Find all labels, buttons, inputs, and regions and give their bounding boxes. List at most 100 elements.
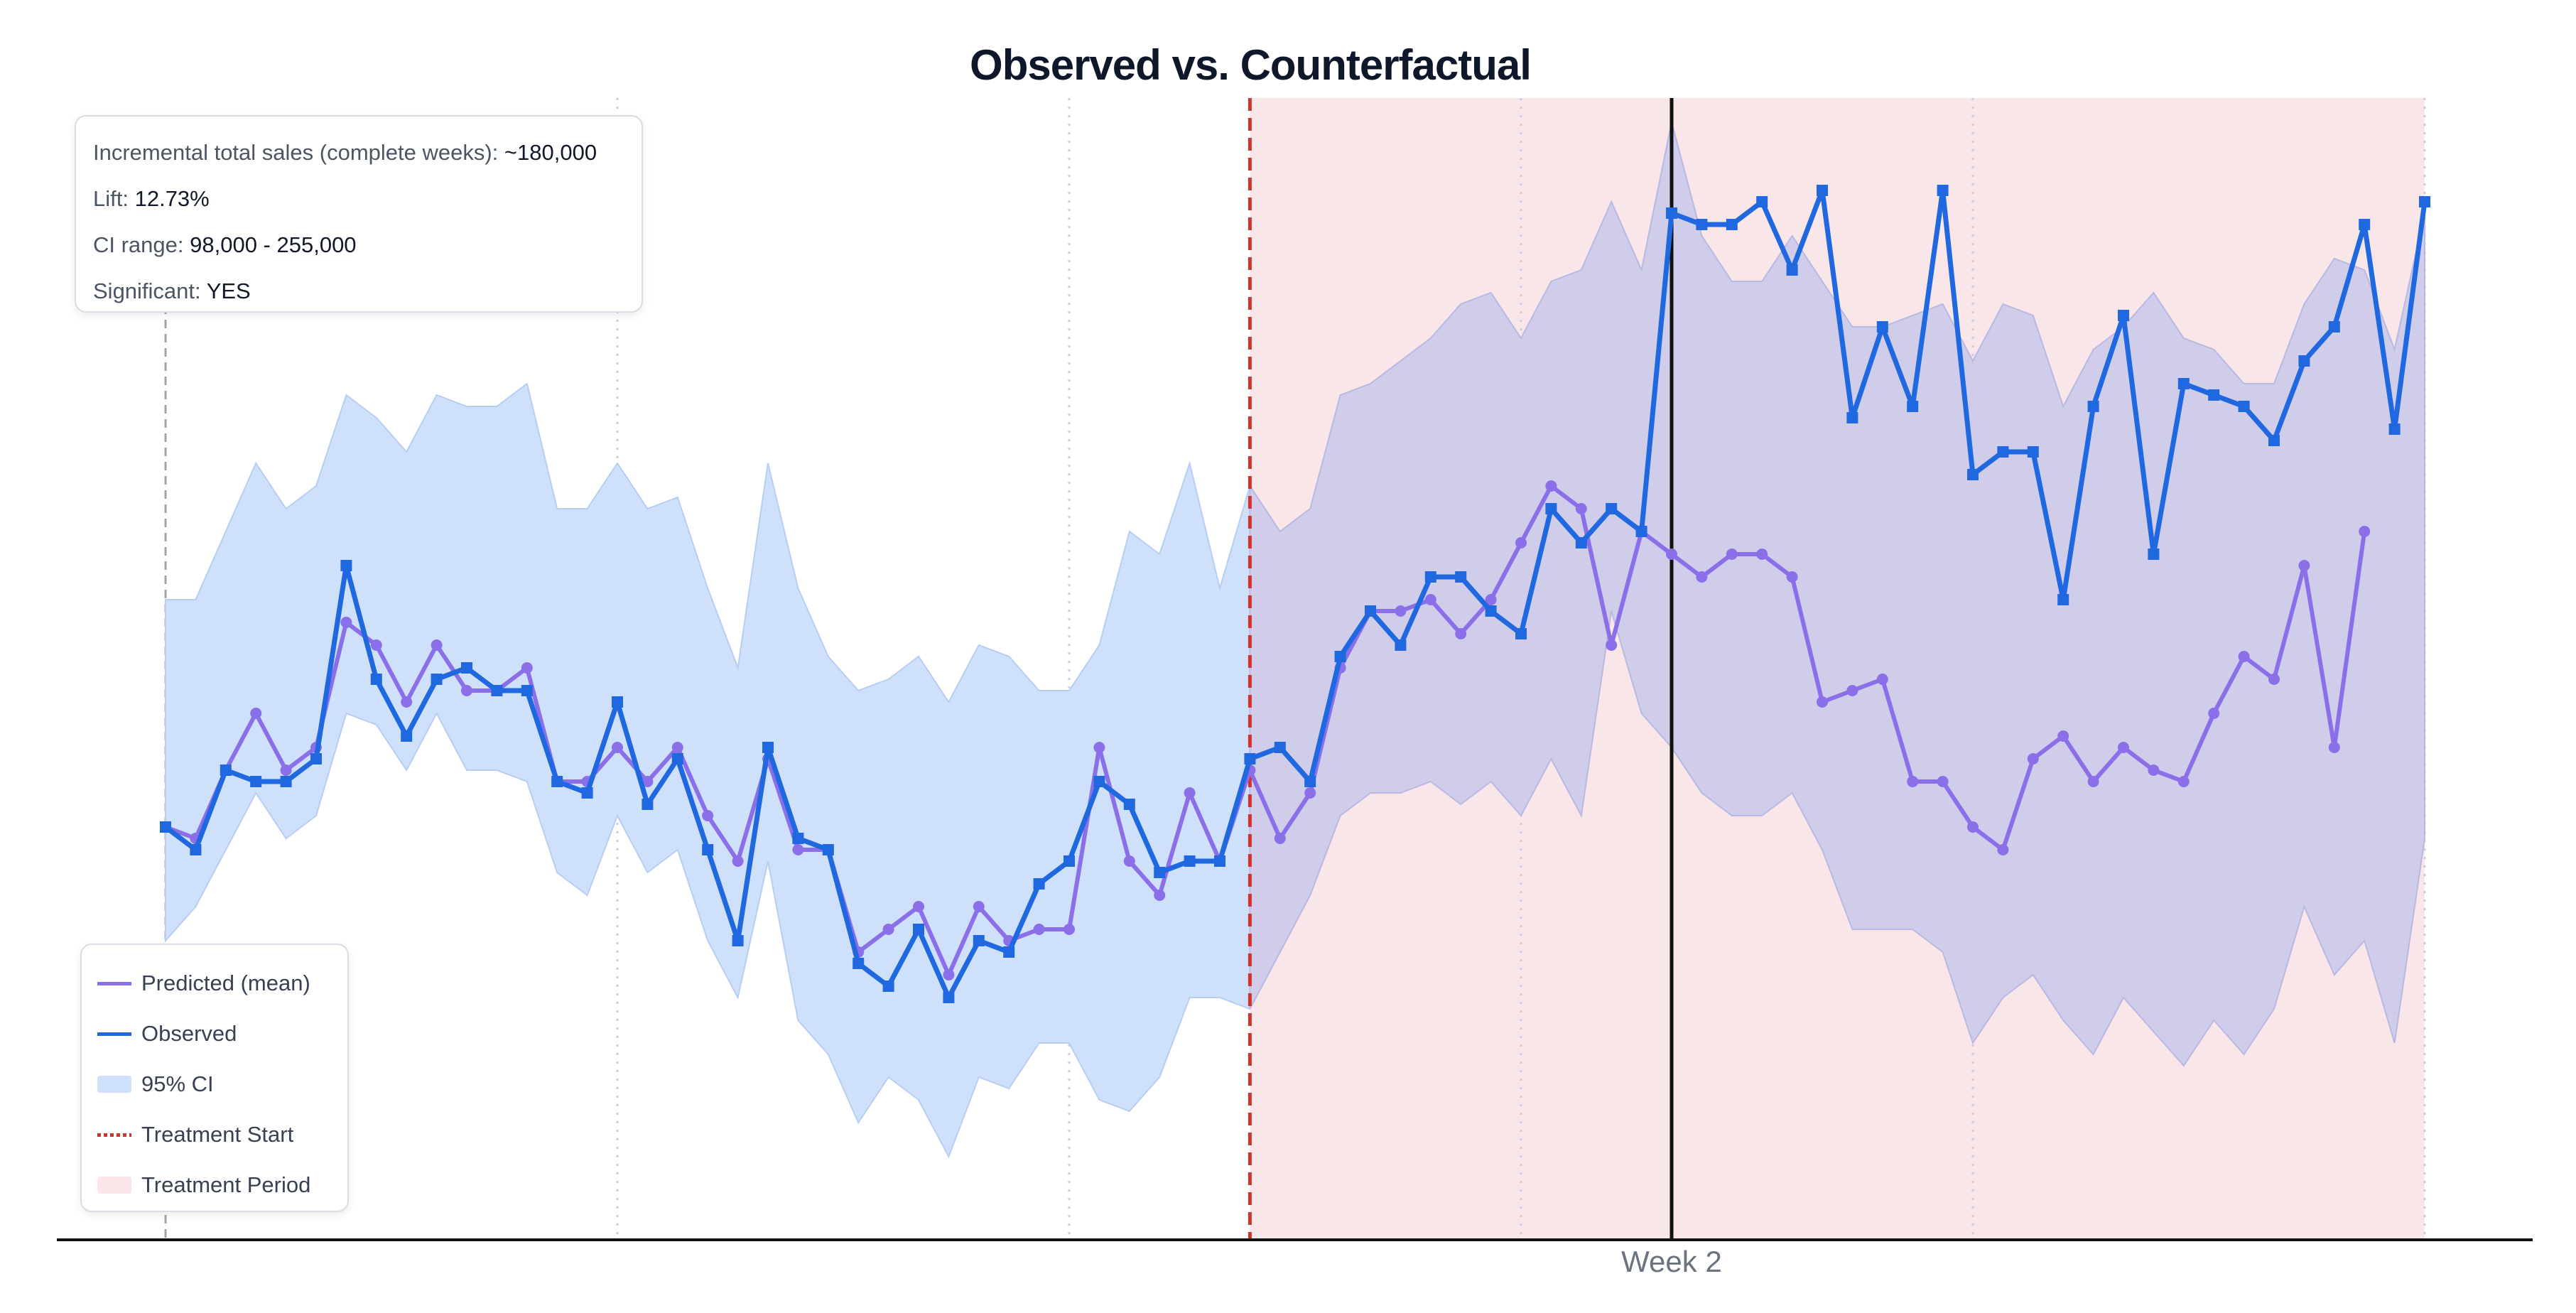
- summary-label: Significant:: [93, 279, 207, 303]
- legend-swatch-treatment-period: [97, 1176, 131, 1194]
- predicted-point: [1395, 605, 1407, 617]
- observed-point: [612, 696, 623, 708]
- predicted-point: [1786, 571, 1798, 583]
- observed-point: [1274, 742, 1286, 753]
- legend-item-observed: Observed: [97, 1008, 332, 1059]
- observed-point: [190, 844, 202, 855]
- observed-point: [792, 833, 804, 844]
- observed-point: [1726, 219, 1738, 230]
- observed-point: [2027, 446, 2039, 458]
- observed-point: [1997, 446, 2009, 458]
- predicted-point: [2118, 742, 2129, 753]
- observed-point: [370, 674, 382, 685]
- predicted-point: [1545, 480, 1557, 492]
- predicted-point: [1123, 855, 1135, 867]
- observed-point: [671, 753, 683, 764]
- observed-point: [521, 685, 533, 696]
- predicted-point: [1184, 787, 1196, 799]
- observed-point: [1545, 503, 1557, 514]
- observed-point: [1575, 537, 1587, 549]
- summary-ci-range: CI range: 98,000 - 255,000: [93, 222, 624, 268]
- observed-point: [310, 753, 322, 764]
- observed-point: [2328, 321, 2340, 333]
- observed-point: [1033, 878, 1045, 890]
- observed-point: [491, 685, 503, 696]
- predicted-point: [1876, 674, 1888, 685]
- observed-point: [1424, 571, 1436, 583]
- predicted-series-points: [160, 480, 2371, 980]
- x-axis-ticks: Week 2: [1621, 1245, 1722, 1278]
- observed-point: [762, 742, 774, 753]
- chart-title: Observed vs. Counterfactual: [970, 41, 1531, 89]
- observed-point: [1937, 185, 1949, 196]
- observed-point: [822, 844, 834, 855]
- observed-point: [1184, 855, 1196, 867]
- observed-point: [1606, 503, 1618, 514]
- observed-point: [220, 764, 232, 776]
- predicted-point: [431, 639, 443, 651]
- observed-point: [581, 787, 593, 799]
- predicted-point: [2298, 560, 2310, 571]
- observed-point: [1214, 855, 1225, 867]
- observed-point: [1786, 264, 1798, 276]
- legend-swatch-observed: [97, 1025, 131, 1042]
- observed-point: [1876, 321, 1888, 333]
- legend-label: Predicted (mean): [141, 970, 310, 995]
- summary-label: Lift:: [93, 186, 135, 211]
- observed-point: [2208, 389, 2220, 401]
- observed-point: [2057, 594, 2069, 605]
- observed-point: [1334, 651, 1346, 662]
- legend-swatch-ci: [97, 1075, 131, 1093]
- predicted-point: [1937, 776, 1949, 787]
- predicted-point: [702, 810, 714, 821]
- summary-incremental-sales: Incremental total sales (complete weeks)…: [93, 129, 624, 175]
- predicted-point: [1606, 639, 1618, 651]
- predicted-point: [882, 924, 894, 935]
- observed-point: [1154, 867, 1166, 878]
- legend-item-treatment-period: Treatment Period: [97, 1160, 332, 1210]
- observed-point: [853, 958, 865, 969]
- predicted-point: [792, 844, 804, 855]
- predicted-point: [1666, 549, 1677, 560]
- predicted-point: [2177, 776, 2190, 787]
- observed-point: [1666, 207, 1677, 219]
- observed-point: [1515, 628, 1527, 639]
- predicted-point: [1424, 594, 1436, 605]
- observed-point: [461, 662, 472, 674]
- predicted-point: [370, 639, 382, 651]
- observed-point: [1395, 639, 1407, 651]
- observed-point: [401, 730, 413, 742]
- observed-point: [732, 935, 744, 946]
- summary-label: Incremental total sales (complete weeks)…: [93, 140, 504, 165]
- observed-point: [1244, 753, 1256, 764]
- observed-point: [2268, 435, 2280, 446]
- observed-point: [160, 821, 171, 833]
- x-tick-label: Week 2: [1621, 1245, 1722, 1278]
- summary-label: CI range:: [93, 232, 190, 257]
- summary-annotation-box: Incremental total sales (complete weeks)…: [75, 115, 643, 313]
- observed-point: [280, 776, 292, 787]
- summary-value: ~180,000: [504, 140, 597, 165]
- observed-point: [1696, 219, 1708, 230]
- predicted-point: [1846, 685, 1858, 696]
- observed-point: [340, 560, 352, 571]
- observed-point: [2419, 196, 2430, 207]
- predicted-point: [2027, 753, 2039, 764]
- observed-point: [2087, 401, 2099, 412]
- predicted-point: [2087, 776, 2099, 787]
- observed-point: [702, 844, 714, 855]
- predicted-point: [1726, 549, 1738, 560]
- predicted-point: [973, 901, 985, 912]
- predicted-point: [1485, 594, 1497, 605]
- observed-point: [2238, 401, 2250, 412]
- predicted-point: [1907, 776, 1919, 787]
- predicted-point: [943, 969, 955, 980]
- observed-point: [1455, 571, 1467, 583]
- predicted-point: [1154, 890, 1166, 901]
- predicted-point: [401, 696, 413, 708]
- observed-point: [1093, 776, 1105, 787]
- observed-point: [913, 924, 924, 935]
- predicted-point: [2148, 764, 2160, 776]
- legend-label: Treatment Start: [141, 1121, 294, 1147]
- predicted-point: [1817, 696, 1828, 708]
